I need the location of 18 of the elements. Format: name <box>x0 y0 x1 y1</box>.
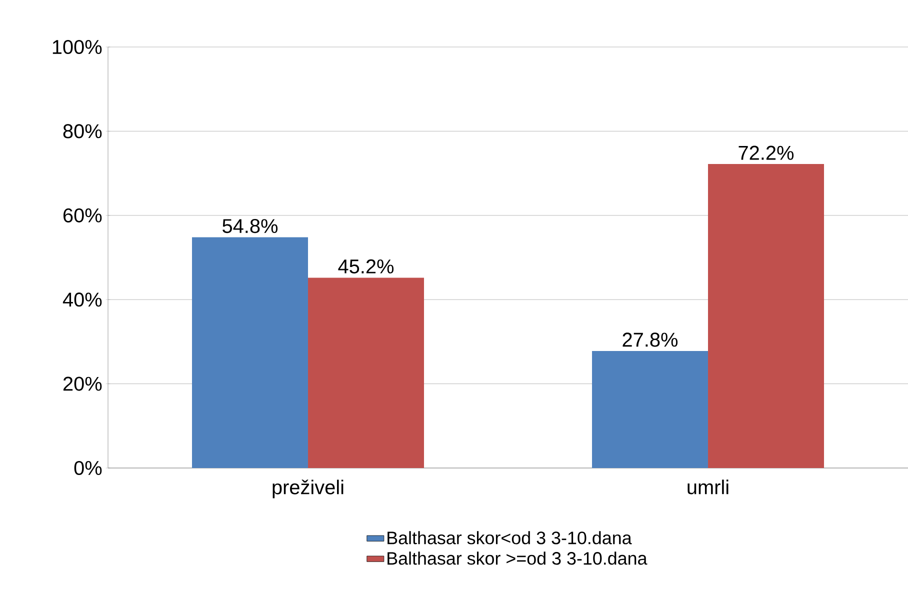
data-label: 27.8% <box>622 332 678 347</box>
y-tick-label: 80% <box>63 124 102 138</box>
data-label: 72.2% <box>738 146 794 160</box>
legend-label: Balthasar skor<od 3 3-10.dana <box>388 531 632 544</box>
x-tick-label: preživeli <box>272 480 344 498</box>
data-label: 45.2% <box>338 259 394 274</box>
y-tick-label: 100% <box>52 40 102 54</box>
bar <box>308 278 424 468</box>
legend-label: Balthasar skor >=od 3 3-10.dana <box>388 552 648 565</box>
bar <box>592 350 708 468</box>
bar <box>192 237 308 468</box>
y-tick-label: 60% <box>63 208 102 222</box>
x-tick-label: umrli <box>688 480 728 494</box>
y-tick-label: 40% <box>62 292 102 307</box>
bar <box>708 164 824 468</box>
y-tick-label: 0% <box>74 460 102 476</box>
data-label: 54.8% <box>222 218 278 234</box>
y-tick-label: 20% <box>63 376 102 391</box>
